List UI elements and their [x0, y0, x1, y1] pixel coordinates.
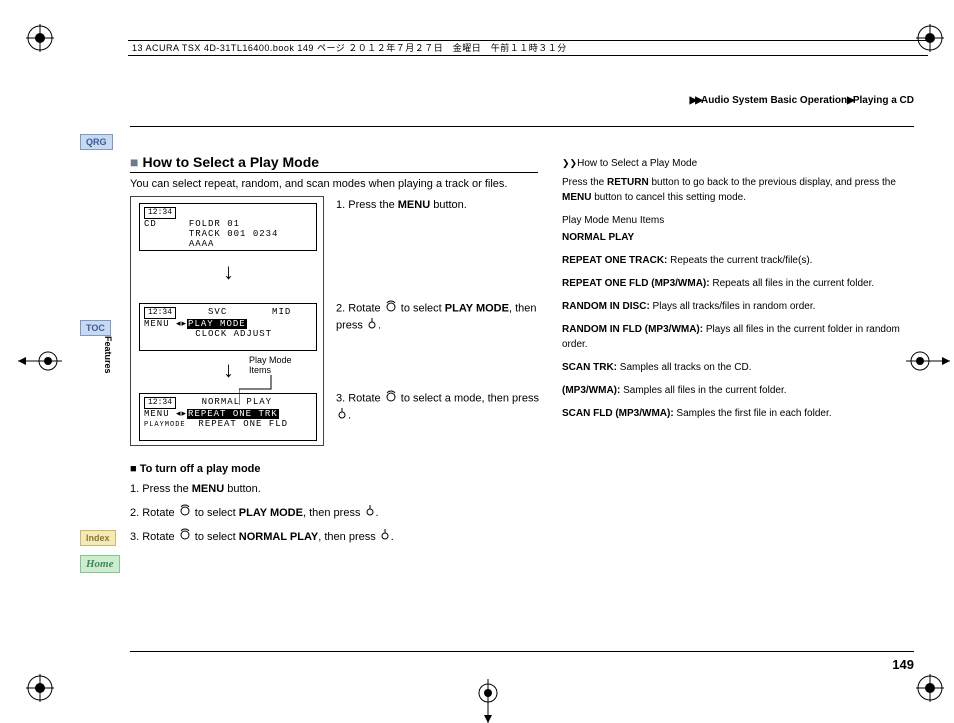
side-notes-title: ❯❯How to Select a Play Mode: [562, 156, 914, 171]
page-number: 149: [892, 657, 914, 672]
breadcrumb-part: Audio System Basic Operation: [701, 95, 847, 106]
side-item: RANDOM IN DISC: Plays all tracks/files i…: [562, 299, 914, 314]
edge-mark-icon: [477, 679, 499, 723]
lcd-text: MENU: [144, 409, 170, 419]
lcd-screen-3: 12:34 NORMAL PLAY MENU ◂▸REPEAT ONE TRK …: [139, 393, 317, 441]
lcd-time: 12:34: [144, 207, 176, 219]
tab-home[interactable]: Home: [80, 555, 120, 573]
lcd-text: NORMAL PLAY: [202, 397, 272, 407]
turn-off-step-3: 3. Rotate to select NORMAL PLAY, then pr…: [130, 528, 540, 546]
step-3: 3. Rotate to select a mode, then press .: [336, 390, 546, 424]
crop-mark-icon: [26, 674, 54, 702]
lcd-text: CLOCK ADJUST: [195, 329, 272, 339]
intro-text: You can select repeat, random, and scan …: [130, 178, 550, 190]
lcd-text: REPEAT ONE FLD: [198, 419, 288, 429]
rotate-knob-icon: [178, 504, 192, 522]
side-item: (MP3/WMA): Samples all files in the curr…: [562, 383, 914, 398]
step-text: to select: [398, 302, 445, 314]
arrow-down-icon: ↓: [223, 357, 234, 383]
horizontal-rule: [130, 651, 914, 652]
step-text: to select a mode, then press: [398, 392, 539, 404]
arrow-down-icon: ↓: [223, 259, 234, 285]
lcd-highlight: PLAY MODE: [187, 319, 247, 329]
step-2: 2. Rotate to select PLAY MODE, then pres…: [336, 300, 546, 334]
breadcrumb-arrow-icon: ▶▶: [690, 95, 701, 106]
turn-off-title: ■ To turn off a play mode: [130, 460, 540, 478]
step-text: .: [378, 319, 381, 331]
step-text: 2. Rotate: [336, 302, 384, 314]
side-notes: ❯❯How to Select a Play Mode Press the RE…: [562, 156, 914, 429]
side-item: REPEAT ONE FLD (MP3/WMA): Repeats all fi…: [562, 276, 914, 291]
lcd-screen-2: 12:34 SVC MID MENU ◂▸PLAY MODE CLOCK ADJ…: [139, 303, 317, 351]
side-item: SCAN FLD (MP3/WMA): Samples the first fi…: [562, 406, 914, 421]
lcd-text: PLAYMODE: [144, 421, 186, 429]
crop-mark-icon: [916, 674, 944, 702]
lcd-time: 12:34: [144, 307, 176, 319]
lcd-screen-1: 12:34 CD FOLDR 01 TRACK 001 0234 AAAA: [139, 203, 317, 251]
side-item: NORMAL PLAY: [562, 232, 634, 243]
crop-mark-icon: [26, 24, 54, 52]
turn-off-step-2: 2. Rotate to select PLAY MODE, then pres…: [130, 504, 540, 522]
section-title: ■How to Select a Play Mode: [130, 154, 538, 173]
step-text: button.: [430, 199, 467, 211]
turn-off-step-1: 1. Press the MENU button.: [130, 480, 540, 498]
rotate-knob-icon: [178, 528, 192, 546]
breadcrumb-part: Playing a CD: [853, 95, 914, 106]
lcd-text: TRACK 001 0234: [189, 229, 279, 239]
step-bold: PLAY MODE: [445, 302, 509, 314]
step-text: .: [348, 409, 351, 421]
square-bullet-icon: ■: [130, 154, 138, 170]
document-header: 13 ACURA TSX 4D-31TL16400.book 149 ページ ２…: [128, 40, 928, 56]
side-subhead: Play Mode Menu Items: [562, 213, 914, 228]
lcd-highlight: REPEAT ONE TRK: [187, 409, 279, 419]
side-item: REPEAT ONE TRACK: Repeats the current tr…: [562, 253, 914, 268]
double-chevron-icon: ❯❯: [562, 158, 577, 168]
features-side-label: Features: [103, 336, 113, 374]
play-mode-diagram: 12:34 CD FOLDR 01 TRACK 001 0234 AAAA ↓ …: [130, 196, 324, 446]
tab-toc[interactable]: TOC: [80, 320, 111, 336]
rotate-knob-icon: [384, 390, 398, 407]
press-knob-icon: [366, 317, 378, 334]
side-item: SCAN TRK: Samples all tracks on the CD.: [562, 360, 914, 375]
step-bold: MENU: [398, 199, 430, 211]
rotate-knob-icon: [384, 300, 398, 317]
edge-mark-icon: [18, 350, 62, 372]
breadcrumb: ▶▶Audio System Basic Operation▶Playing a…: [690, 95, 914, 106]
step-text: 3. Rotate: [336, 392, 384, 404]
tab-qrg[interactable]: QRG: [80, 134, 113, 150]
step-text: 1. Press the: [336, 199, 398, 211]
side-paragraph: Press the RETURN button to go back to th…: [562, 175, 914, 205]
press-knob-icon: [364, 504, 376, 522]
lcd-text: AAAA: [189, 239, 215, 249]
lcd-text: CD: [144, 219, 157, 229]
lcd-text: FOLDR 01: [189, 219, 240, 229]
turn-off-section: ■ To turn off a play mode 1. Press the M…: [130, 460, 540, 546]
lcd-text: MENU: [144, 319, 170, 329]
press-knob-icon: [336, 407, 348, 424]
press-knob-icon: [379, 528, 391, 546]
side-item: RANDOM IN FLD (MP3/WMA): Plays all files…: [562, 322, 914, 352]
step-1: 1. Press the MENU button.: [336, 198, 546, 213]
lcd-time: 12:34: [144, 397, 176, 409]
lcd-text: MID: [272, 307, 291, 317]
tab-index[interactable]: Index: [80, 530, 116, 546]
lcd-text: SVC: [208, 307, 227, 317]
horizontal-rule: [130, 126, 914, 127]
play-mode-items-label: Play Mode Items: [249, 355, 309, 375]
section-title-text: How to Select a Play Mode: [142, 154, 319, 170]
